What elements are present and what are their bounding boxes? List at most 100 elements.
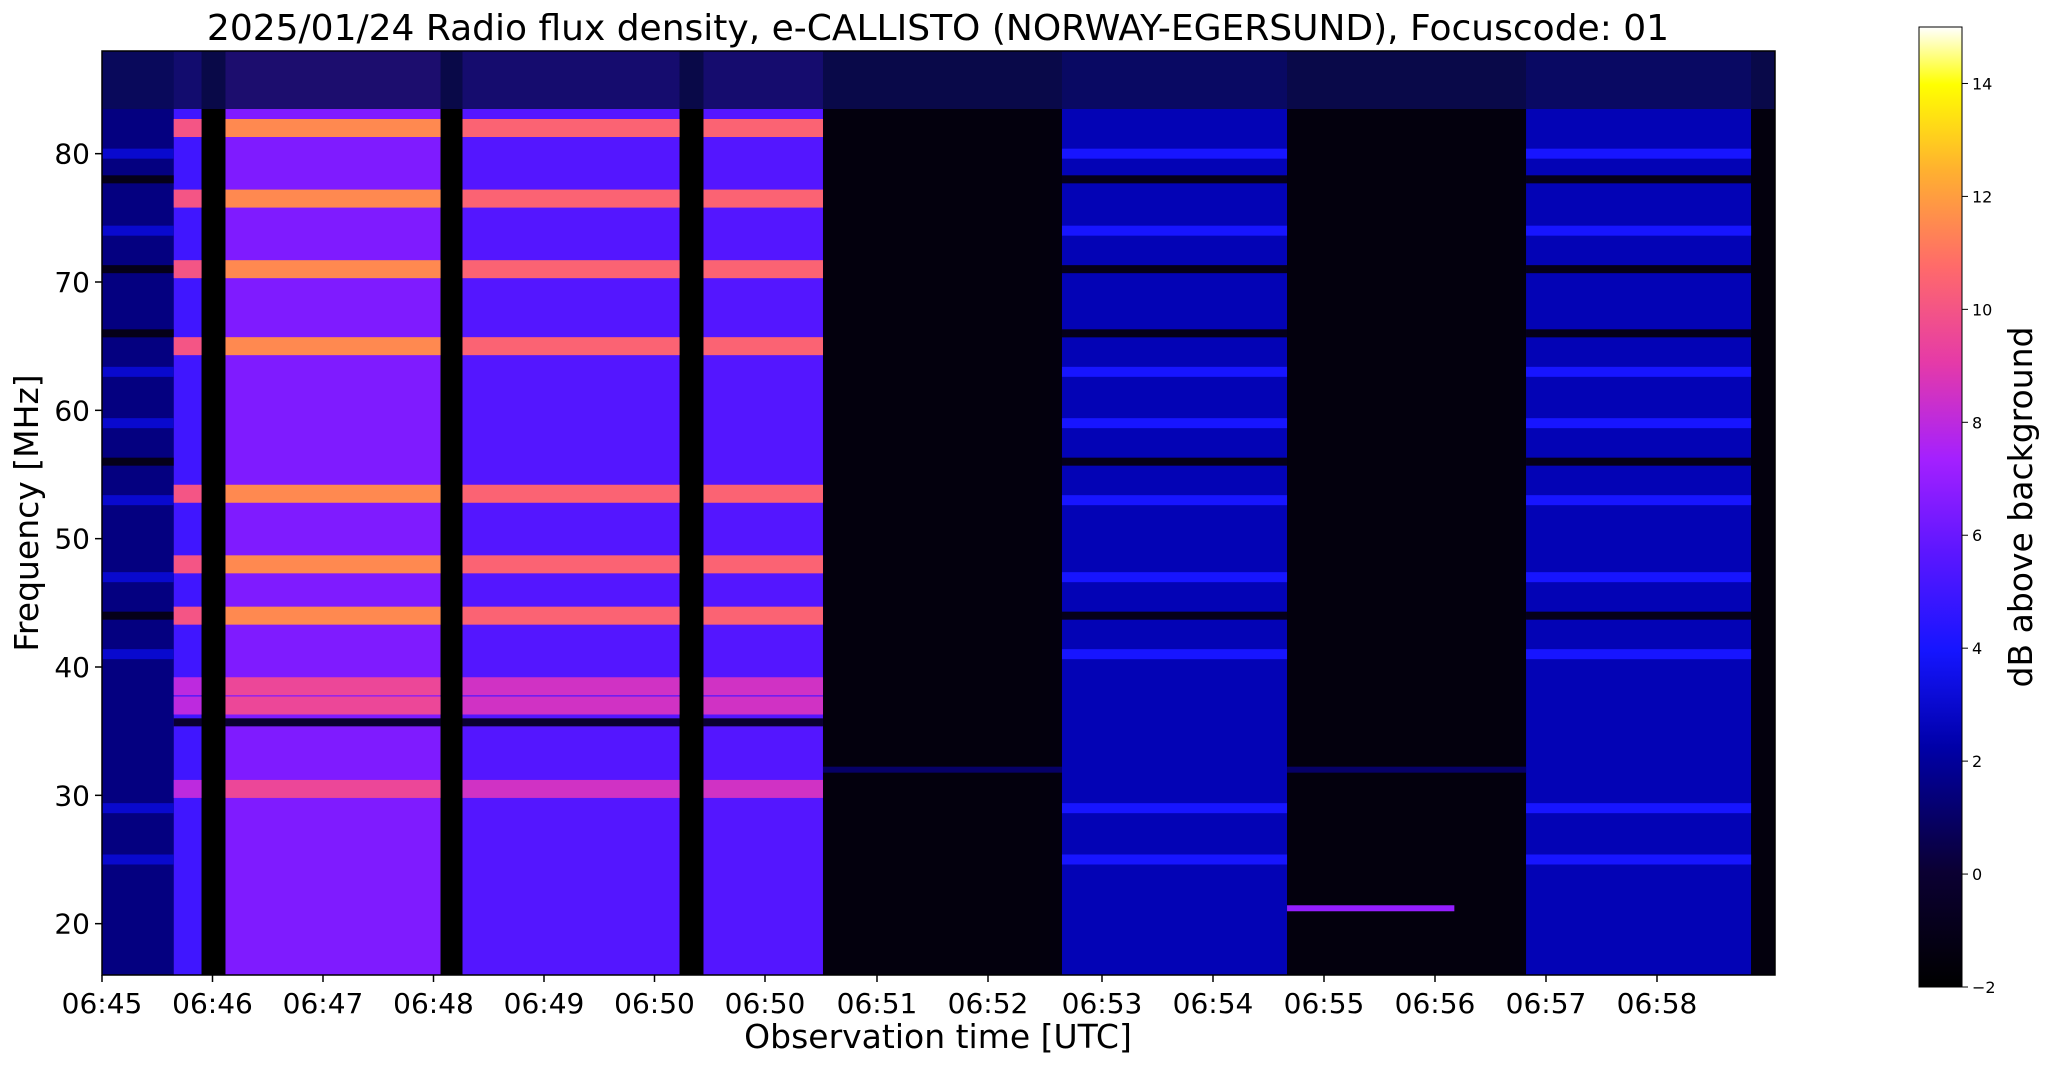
emission-band <box>1526 495 1752 506</box>
segment-9 <box>1061 51 1288 975</box>
emission-band <box>462 484 680 503</box>
x-tick-label: 06:48 <box>393 987 474 1020</box>
dark-band <box>225 718 441 727</box>
dark-band <box>102 611 174 620</box>
y-tick-label: 20 <box>54 908 90 941</box>
dark-band <box>102 265 174 274</box>
x-tick-label: 06:51 <box>837 987 918 1020</box>
emission-band <box>173 779 202 798</box>
emission-band <box>225 119 441 137</box>
colorbar-ticks: −2 0 2 4 6 8 10 12 14 <box>1962 74 1996 997</box>
emission-band <box>173 555 202 574</box>
y-axis: 20 30 40 50 60 70 80 <box>54 138 102 941</box>
x-tick-label: 06:54 <box>1173 987 1254 1020</box>
emission-band <box>225 677 441 696</box>
dark-band <box>1526 265 1752 274</box>
colorbar-tick-label: 2 <box>1972 752 1982 771</box>
emission-band <box>703 337 823 356</box>
colorbar-tick-label: 6 <box>1972 526 1982 545</box>
x-tick-label: 06:57 <box>1506 987 1587 1020</box>
emission-band <box>225 260 441 279</box>
colorbar-tick-label: 4 <box>1972 639 1982 658</box>
emission-band <box>225 337 441 356</box>
segment-10 <box>1287 51 1527 975</box>
emission-band <box>102 225 174 236</box>
emission-band <box>225 189 441 208</box>
x-tick-label: 06:58 <box>1617 987 1698 1020</box>
x-tick-label: 06:50 <box>725 987 806 1020</box>
colorbar-tick-label: 8 <box>1972 413 1982 432</box>
x-tick-label: 06:56 <box>1395 987 1476 1020</box>
emission-band <box>102 854 174 865</box>
segment-8 <box>822 51 1062 975</box>
emission-band <box>1061 495 1288 506</box>
dark-band <box>1526 329 1752 338</box>
emission-band <box>703 119 823 137</box>
segment-11 <box>1526 51 1752 975</box>
colorbar-tick-label: 0 <box>1972 865 1982 884</box>
dark-band <box>1061 457 1288 466</box>
x-tick-label: 06:49 <box>504 987 585 1020</box>
emission-band <box>462 119 680 137</box>
emission-band <box>1526 418 1752 429</box>
segment-2 <box>201 51 226 975</box>
y-tick-label: 30 <box>54 779 90 812</box>
x-tick-label: 06:50 <box>614 987 695 1020</box>
emission-band <box>462 696 680 715</box>
bands-layer <box>102 119 1752 912</box>
dark-band <box>102 329 174 338</box>
emission-band <box>703 606 823 625</box>
dark-band <box>703 718 823 727</box>
emission-band <box>173 119 202 137</box>
dark-band <box>1061 611 1288 620</box>
colorbar-tick-label: 12 <box>1972 187 1992 206</box>
emission-band <box>225 696 441 715</box>
faint-line <box>1287 766 1527 773</box>
dark-band <box>1061 175 1288 184</box>
emission-band <box>225 606 441 625</box>
emission-band <box>1526 803 1752 814</box>
emission-band <box>1061 366 1288 377</box>
emission-band <box>173 484 202 503</box>
emission-band <box>173 337 202 356</box>
plot-frame <box>101 50 1776 976</box>
emission-band <box>1061 572 1288 583</box>
emission-band <box>462 189 680 208</box>
y-tick-label: 50 <box>54 523 90 556</box>
emission-band <box>462 606 680 625</box>
colorbar-tick-label: 10 <box>1972 300 1992 319</box>
emission-band <box>1061 418 1288 429</box>
emission-band <box>1526 225 1752 236</box>
x-axis-label: Observation time [UTC] <box>744 1017 1132 1056</box>
dark-band <box>1526 611 1752 620</box>
x-tick-label: 06:45 <box>62 987 143 1020</box>
emission-band <box>462 779 680 798</box>
emission-band <box>1526 366 1752 377</box>
colorbar: −2 0 2 4 6 8 10 12 14 dB above background <box>1918 26 2040 997</box>
x-tick-label: 06:55 <box>1284 987 1365 1020</box>
emission-band <box>1526 854 1752 865</box>
emission-band <box>102 572 174 583</box>
emission-band <box>102 148 174 159</box>
faint-line <box>822 766 1062 773</box>
y-tick-label: 40 <box>54 651 90 684</box>
dark-band <box>1526 457 1752 466</box>
colorbar-gradient <box>1918 26 1963 988</box>
y-tick-label: 60 <box>54 394 90 427</box>
emission-band <box>462 677 680 696</box>
segment-4 <box>440 51 463 975</box>
emission-band <box>1526 148 1752 159</box>
y-tick-label: 80 <box>54 138 90 171</box>
x-tick-label: 06:53 <box>1062 987 1143 1020</box>
emission-band <box>225 555 441 574</box>
chart-title: 2025/01/24 Radio flux density, e-CALLIST… <box>207 8 1669 49</box>
emission-band <box>462 260 680 279</box>
emission-band <box>1526 649 1752 660</box>
emission-band <box>102 495 174 506</box>
emission-band <box>703 555 823 574</box>
colorbar-tick-label: −2 <box>1972 978 1996 997</box>
emission-band <box>1526 572 1752 583</box>
dark-band <box>102 457 174 466</box>
segment-12 <box>1751 51 1775 975</box>
